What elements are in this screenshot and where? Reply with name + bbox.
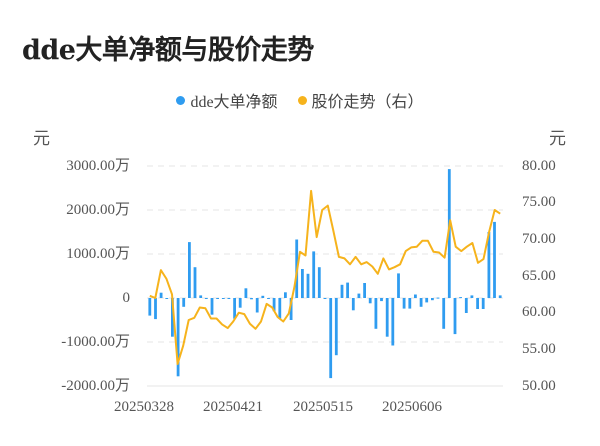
x-tick: 20250421 (203, 399, 263, 415)
left-tick: 2000.00万 (66, 202, 130, 218)
x-tick: 20250328 (114, 399, 174, 415)
left-tick: 0 (122, 290, 131, 306)
x-tick: 20250515 (293, 399, 353, 415)
right-tick: 80.00 (522, 158, 556, 174)
dde-bars (148, 169, 502, 379)
legend-dot-icon (176, 95, 186, 105)
chart-title: dde大单净额与股价走势 (22, 35, 314, 66)
legend-label: 股价走势（右） (311, 94, 424, 111)
left-tick: 3000.00万 (66, 158, 130, 174)
right-axis-unit: 元 (549, 129, 566, 148)
left-tick: -1000.00万 (61, 334, 130, 350)
legend: dde大单净额 股价走势（右） (0, 88, 600, 112)
legend-item-dde[interactable]: dde大单净额 (176, 88, 278, 112)
legend-dot-icon (297, 95, 307, 105)
right-tick: 50.00 (522, 378, 556, 394)
price-line (149, 189, 501, 365)
legend-item-price[interactable]: 股价走势（右） (297, 88, 424, 112)
left-axis-unit: 元 (33, 129, 50, 148)
right-tick: 60.00 (522, 304, 556, 320)
right-tick: 75.00 (522, 194, 556, 210)
right-tick: 70.00 (522, 231, 556, 247)
legend-label: dde大单净额 (190, 94, 278, 111)
left-tick: 1000.00万 (66, 246, 130, 262)
x-tick: 20250606 (382, 399, 442, 415)
right-tick: 55.00 (522, 341, 556, 357)
right-tick: 65.00 (522, 268, 556, 284)
left-tick: -2000.00万 (61, 378, 130, 394)
